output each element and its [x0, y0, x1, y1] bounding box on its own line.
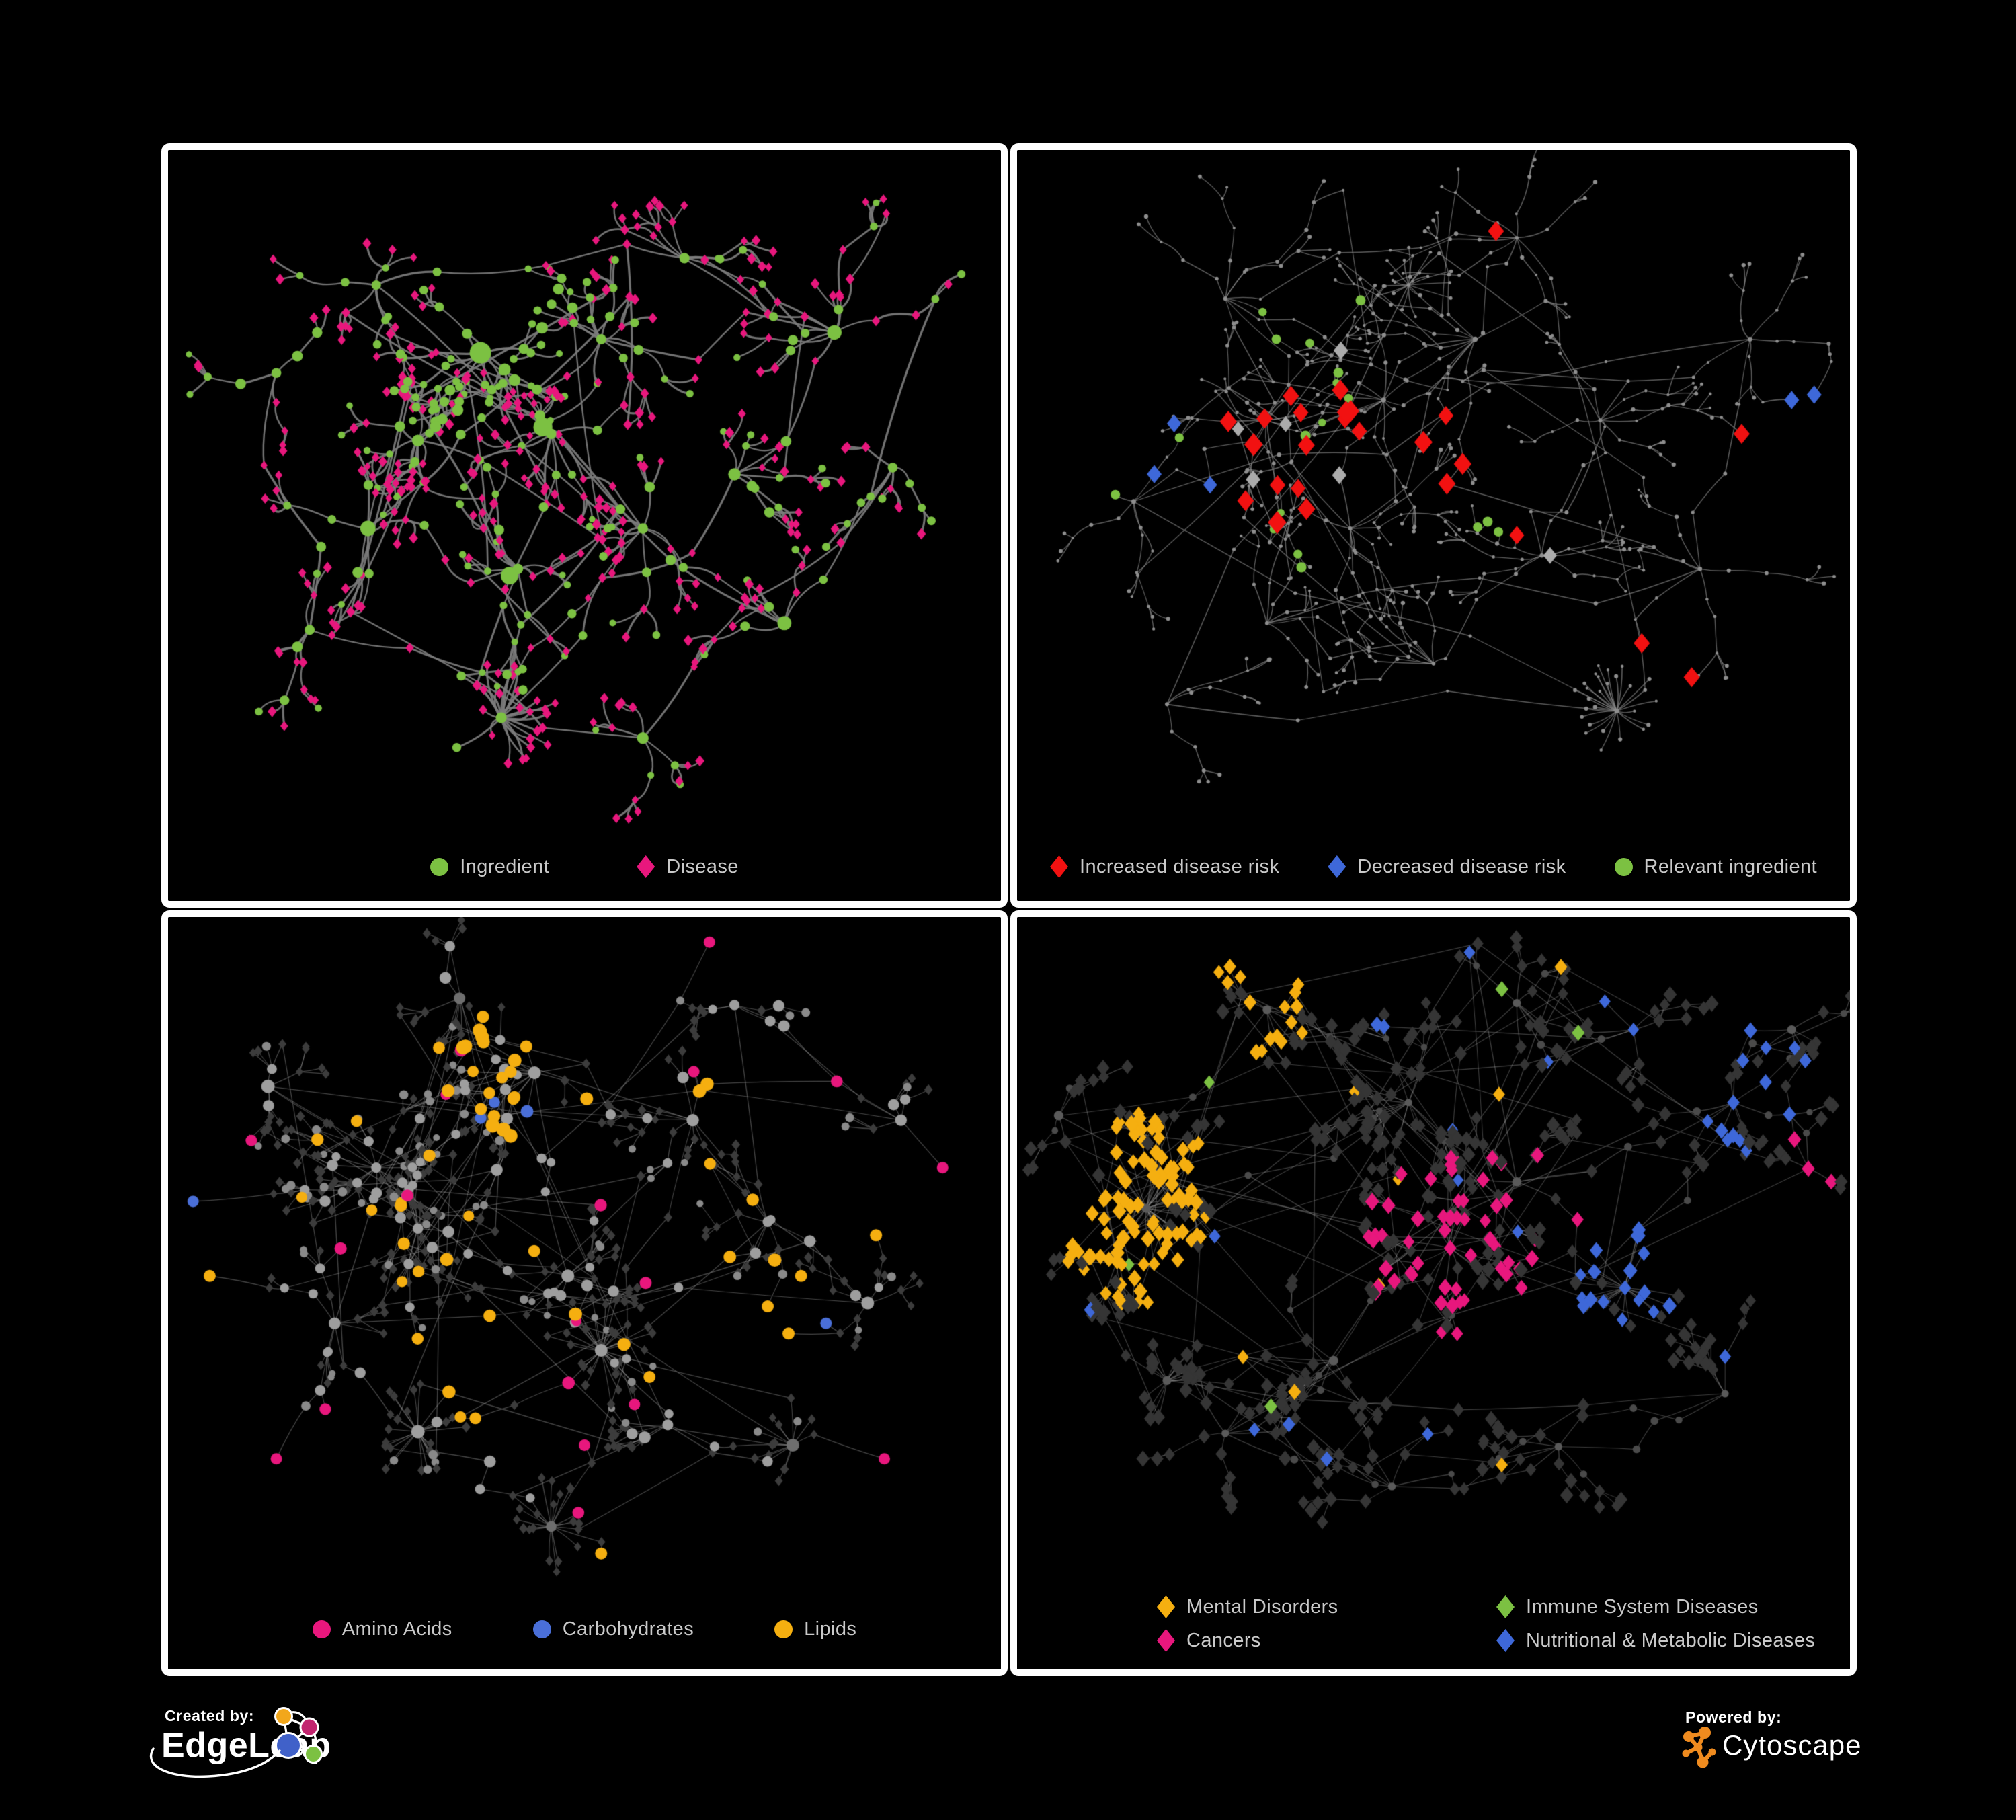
legend-item-nutritional-metabolic-diseases: Nutritional & Metabolic Diseases — [1496, 1629, 1815, 1652]
nutritional-metabolic-diseases-diamond-icon — [1496, 1629, 1515, 1652]
cytoscape-brand-text: Cytoscape — [1722, 1729, 1862, 1761]
decreased-risk-diamond-icon — [1328, 855, 1346, 878]
increased-risk-diamond-icon — [1049, 855, 1068, 878]
amino-acids-circle-icon — [312, 1620, 331, 1638]
legend-label: Cancers — [1186, 1629, 1261, 1651]
edgeleap-swoosh-icon — [149, 1747, 281, 1778]
panel-disease-risk: Increased disease risk Decreased disease… — [1010, 143, 1857, 908]
legend-item-relevant-ingredient: Relevant ingredient — [1614, 855, 1818, 878]
legend-item-immune-system-diseases: Immune System Diseases — [1496, 1595, 1815, 1618]
network-canvas-ingredient-classes — [168, 917, 1001, 1669]
legend-ingredient-classes: Amino Acids Carbohydrates Lipids — [168, 1618, 1001, 1640]
legend-label: Immune System Diseases — [1526, 1595, 1759, 1618]
legend-item-carbohydrates: Carbohydrates — [532, 1618, 694, 1640]
legend-item-cancers: Cancers — [1157, 1629, 1496, 1652]
mental-disorders-diamond-icon — [1157, 1595, 1175, 1618]
legend-label: Lipids — [804, 1618, 857, 1640]
legend-item-disease: Disease — [637, 855, 739, 878]
legend-ingredient-disease: Ingredient Disease — [168, 855, 1001, 878]
legend-item-mental-disorders: Mental Disorders — [1157, 1595, 1496, 1618]
cytoscape-logo-icon — [1682, 1727, 1716, 1768]
legend-disease-classes: Mental Disorders Immune System Diseases … — [1017, 1595, 1850, 1652]
legend-label: Nutritional & Metabolic Diseases — [1526, 1629, 1816, 1651]
legend-label: Amino Acids — [341, 1618, 452, 1640]
legend-item-lipids: Lipids — [774, 1618, 856, 1640]
legend-label: Ingredient — [460, 855, 550, 877]
legend-label: Decreased disease risk — [1357, 855, 1566, 877]
panel-disease-classes: Mental Disorders Immune System Diseases … — [1010, 910, 1857, 1676]
immune-system-diseases-diamond-icon — [1496, 1595, 1515, 1618]
legend-item-ingredient: Ingredient — [430, 856, 549, 878]
created-by-label: Created by: — [165, 1707, 255, 1725]
legend-label: Carbohydrates — [562, 1618, 694, 1640]
legend-label: Relevant ingredient — [1644, 855, 1818, 877]
legend-label: Mental Disorders — [1186, 1595, 1338, 1618]
network-canvas-disease-classes — [1017, 917, 1850, 1669]
legend-item-increased-risk: Increased disease risk — [1049, 855, 1280, 878]
powered-by-label: Powered by: — [1685, 1708, 1782, 1726]
relevant-ingredient-circle-icon — [1614, 857, 1633, 876]
lipids-circle-icon — [774, 1620, 793, 1638]
legend-item-amino-acids: Amino Acids — [312, 1618, 452, 1640]
cancers-diamond-icon — [1157, 1629, 1175, 1652]
legend-item-decreased-risk: Decreased disease risk — [1328, 855, 1566, 878]
network-canvas-disease-risk — [1017, 150, 1850, 901]
legend-disease-risk: Increased disease risk Decreased disease… — [1017, 855, 1850, 878]
carbohydrates-circle-icon — [532, 1620, 551, 1638]
ingredient-circle-icon — [430, 857, 449, 876]
legend-label: Disease — [666, 855, 739, 877]
panel-ingredient-classes: Amino Acids Carbohydrates Lipids — [161, 910, 1008, 1676]
edgeleap-logo-icon — [274, 1707, 323, 1764]
disease-diamond-icon — [637, 855, 655, 878]
network-canvas-ingredient-disease — [168, 150, 1001, 901]
legend-label: Increased disease risk — [1079, 855, 1280, 877]
panel-ingredient-disease: Ingredient Disease — [161, 143, 1008, 908]
